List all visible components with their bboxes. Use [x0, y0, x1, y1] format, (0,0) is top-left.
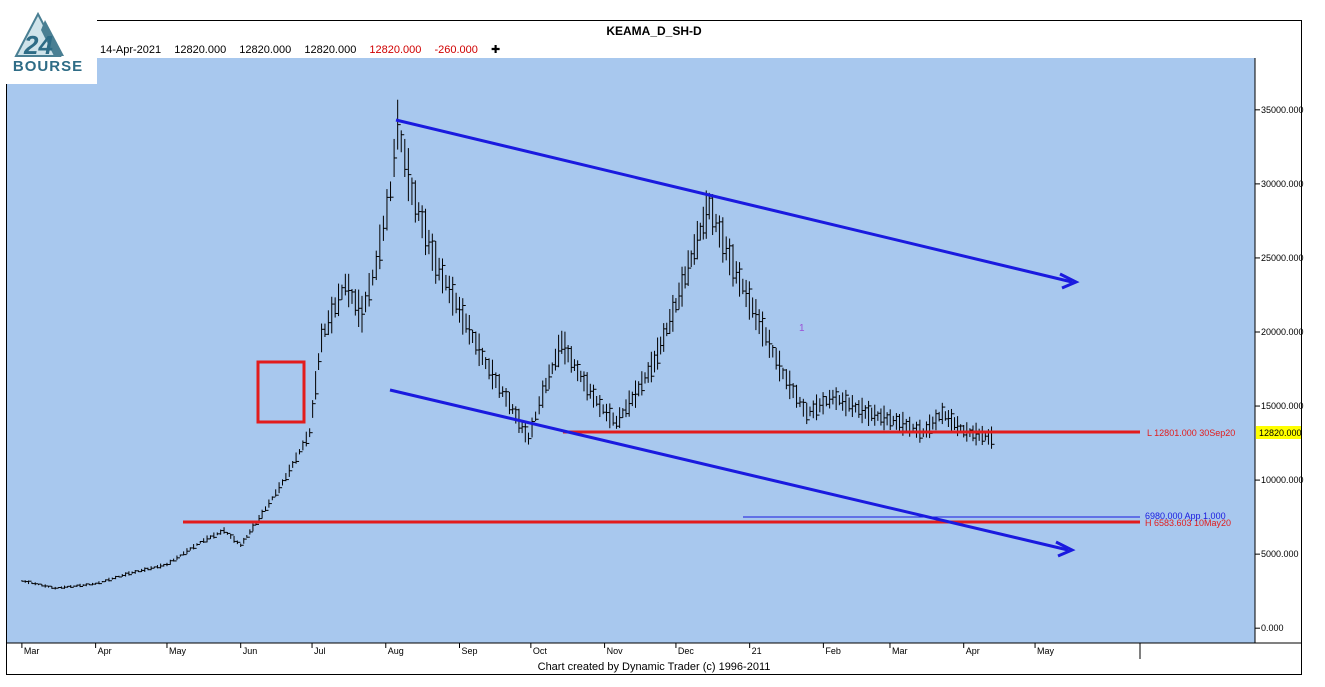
upper-channel-line — [395, 118, 1073, 284]
y-tick-label: 20000.000 — [1261, 327, 1304, 337]
ohlc-date: 14-Apr-2021 — [100, 44, 162, 56]
lower-channel-line — [389, 388, 1069, 552]
x-tick-label: Mar — [24, 646, 40, 656]
x-tick-label: May — [1037, 646, 1055, 656]
x-tick-label: Oct — [533, 646, 548, 656]
logo-number: 24 — [23, 30, 53, 60]
price-scale-area — [1255, 58, 1301, 643]
x-tick-label: 21 — [752, 646, 762, 656]
x-tick-label: Feb — [825, 646, 841, 656]
x-tick-label: May — [169, 646, 187, 656]
ohlc-low: 12820.000 — [304, 44, 357, 56]
y-tick-label: 5000.000 — [1261, 549, 1299, 559]
projection-label-6980: 6980.000 App 1.000 — [1145, 511, 1226, 521]
ohlc-close: 12820.000 — [369, 44, 422, 56]
last-price-label: 12820.000 — [1259, 428, 1302, 438]
y-tick-label: 10000.000 — [1261, 475, 1304, 485]
y-tick-label: 15000.000 — [1261, 401, 1304, 411]
support-label-h6583: H 6583.603 10May20 — [1145, 518, 1231, 528]
ohlc-high: 12820.000 — [239, 44, 292, 56]
y-tick-label: 25000.000 — [1261, 253, 1304, 263]
x-tick-label: Nov — [607, 646, 624, 656]
price-bars — [21, 99, 995, 590]
x-tick-label: Apr — [98, 646, 112, 656]
x-tick-label: Apr — [966, 646, 980, 656]
bourse24-logo: 24 BOURSE — [0, 0, 97, 84]
y-tick-label: 0.000 — [1261, 623, 1284, 633]
x-tick-label: Mar — [892, 646, 908, 656]
y-tick-label: 35000.000 — [1261, 105, 1304, 115]
ohlc-open: 12820.000 — [174, 44, 227, 56]
support-label-l12801: L 12801.000 30Sep20 — [1147, 428, 1235, 438]
plus-icon[interactable]: ✚ — [490, 44, 501, 56]
plot-area — [7, 58, 1255, 643]
purple-annotation: 1 — [799, 323, 805, 334]
upper-channel-arrow — [1059, 272, 1080, 290]
lower-channel-arrow — [1055, 540, 1076, 558]
x-axis: Mar Apr May Jun Jul Aug Sep Oct Nov Dec 21 Feb Mar Ap… — [21, 643, 1055, 656]
logo-text: BOURSE — [13, 58, 83, 75]
y-axis: 0.000 5000.000 10000.000 15000.000 20000.000… — [1255, 105, 1304, 633]
highlight-box — [256, 360, 306, 424]
chart-credit: Chart created by Dynamic Trader (c) 1996… — [537, 661, 771, 673]
x-tick-label: Dec — [678, 646, 695, 656]
x-tick-label: Sep — [462, 646, 478, 656]
x-tick-label: Aug — [388, 646, 404, 656]
time-axis-area — [7, 643, 1301, 659]
last-price-marker — [1256, 426, 1301, 439]
y-tick-label: 30000.000 — [1261, 179, 1304, 189]
x-tick-label: Jun — [243, 646, 258, 656]
ohlc-change: -260.000 — [434, 44, 478, 56]
x-tick-label: Jul — [314, 646, 326, 656]
